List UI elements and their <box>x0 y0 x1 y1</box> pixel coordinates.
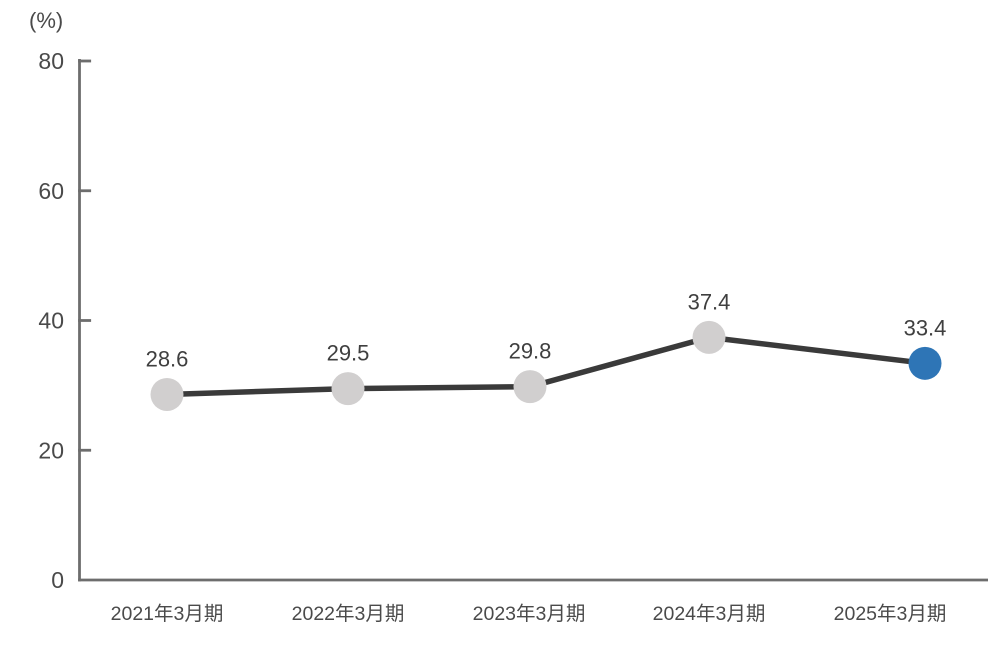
x-axis-category-label: 2024年3月期 <box>653 603 766 625</box>
y-axis-tick-label: 0 <box>51 567 64 593</box>
data-point-marker <box>150 377 184 411</box>
x-axis-category-label: 2022年3月期 <box>292 603 405 625</box>
y-axis-unit-label: (%) <box>29 8 63 33</box>
x-axis-category-label: 2025年3月期 <box>834 603 947 625</box>
data-point-marker <box>692 320 726 354</box>
data-point-label: 33.4 <box>904 315 947 340</box>
data-point-marker <box>331 372 365 406</box>
data-point-label: 29.5 <box>327 341 370 366</box>
data-point-marker-highlight <box>908 346 942 380</box>
data-point-label: 28.6 <box>146 346 189 371</box>
data-point-label: 29.8 <box>509 339 552 364</box>
x-axis-category-label: 2021年3月期 <box>111 603 224 625</box>
x-axis-category-label: 2023年3月期 <box>473 603 586 625</box>
y-axis-tick-label: 80 <box>38 48 64 74</box>
y-axis-tick-label: 60 <box>38 178 64 204</box>
y-axis-tick-label: 40 <box>38 308 64 334</box>
data-point-marker <box>513 370 547 404</box>
data-point-label: 37.4 <box>688 289 731 314</box>
y-axis-tick-label: 20 <box>38 437 64 463</box>
